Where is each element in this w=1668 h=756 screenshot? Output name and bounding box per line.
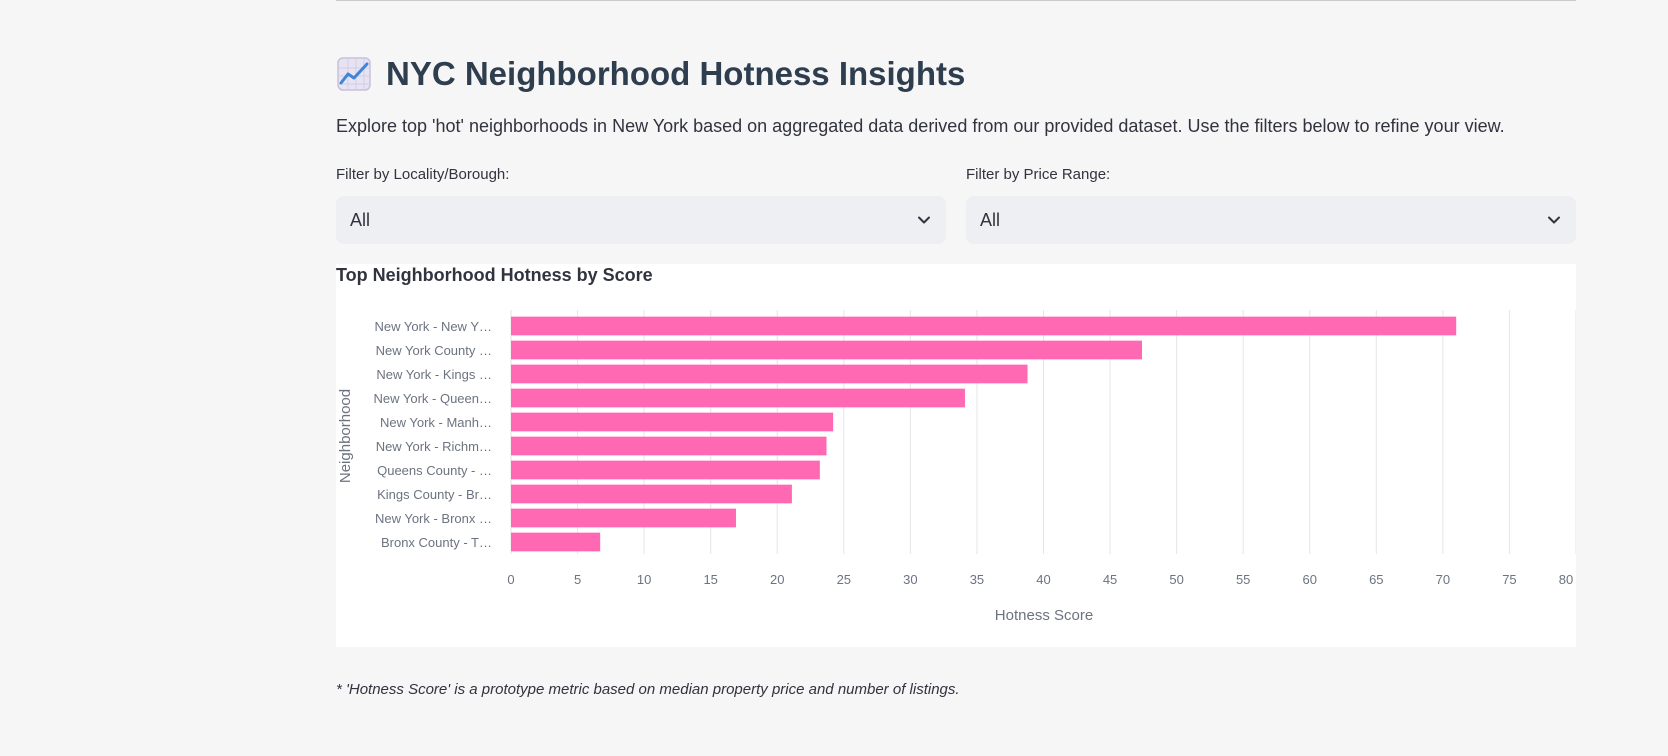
x-tick-label: 50 bbox=[1169, 572, 1183, 587]
y-tick-label: New York - Queen… bbox=[373, 391, 492, 406]
chart-increasing-icon bbox=[336, 56, 372, 92]
top-divider bbox=[336, 0, 1576, 1]
y-axis-label: Neighborhood bbox=[337, 389, 354, 483]
locality-select[interactable]: All bbox=[336, 196, 946, 244]
x-tick-label: 30 bbox=[903, 572, 917, 587]
chart-title: Top Neighborhood Hotness by Score bbox=[336, 265, 653, 285]
x-tick-label: 25 bbox=[837, 572, 851, 587]
hotness-chart: New York - New Y… New York County … New Yo… bbox=[336, 264, 1576, 647]
page-title-text: NYC Neighborhood Hotness Insights bbox=[386, 55, 966, 92]
locality-filter-label: Filter by Locality/Borough: bbox=[336, 166, 510, 183]
page-title: NYC Neighborhood Hotness Insights bbox=[336, 50, 965, 98]
bar[interactable] bbox=[511, 508, 736, 528]
x-tick-label: 40 bbox=[1036, 572, 1050, 587]
bar[interactable] bbox=[511, 532, 601, 552]
y-tick-label: New York - New Y… bbox=[374, 319, 492, 334]
x-tick-label: 80 bbox=[1559, 572, 1573, 587]
y-tick-label: New York - Kings … bbox=[376, 367, 492, 382]
bar[interactable] bbox=[511, 484, 792, 504]
x-tick-label: 20 bbox=[770, 572, 784, 587]
x-tick-label: 10 bbox=[637, 572, 651, 587]
chevron-down-icon bbox=[916, 212, 932, 228]
bar[interactable] bbox=[511, 388, 965, 408]
x-tick-label: 0 bbox=[507, 572, 514, 587]
x-axis-label: Hotness Score bbox=[995, 607, 1093, 624]
hotness-bar-chart: New York - New Y… New York County … New Yo… bbox=[336, 265, 1576, 624]
y-tick-label: New York - Manh… bbox=[380, 415, 492, 430]
x-tick-label: 60 bbox=[1303, 572, 1317, 587]
bar[interactable] bbox=[511, 412, 834, 432]
chart-x-tick-labels: 0 5 10 15 20 25 30 35 40 45 50 55 60 65 70 75 80 bbox=[507, 572, 1573, 587]
locality-select-value: All bbox=[350, 209, 371, 230]
y-tick-label: Kings County - Br… bbox=[377, 487, 492, 502]
page-description: Explore top 'hot' neighborhoods in New Y… bbox=[336, 116, 1505, 136]
x-tick-label: 45 bbox=[1103, 572, 1117, 587]
x-tick-label: 55 bbox=[1236, 572, 1250, 587]
bar[interactable] bbox=[511, 316, 1457, 336]
bar[interactable] bbox=[511, 340, 1143, 360]
x-tick-label: 75 bbox=[1502, 572, 1516, 587]
x-tick-label: 35 bbox=[970, 572, 984, 587]
y-tick-label: Queens County - … bbox=[377, 463, 492, 478]
x-tick-label: 65 bbox=[1369, 572, 1383, 587]
y-tick-label: Bronx County - T… bbox=[381, 535, 492, 550]
y-tick-label: New York - Bronx … bbox=[375, 511, 492, 526]
bar[interactable] bbox=[511, 364, 1028, 384]
price-filter-label: Filter by Price Range: bbox=[966, 166, 1111, 183]
price-select[interactable]: All bbox=[966, 196, 1576, 244]
chart-bars bbox=[511, 316, 1457, 552]
chart-y-tick-labels: New York - New Y… New York County … New Yo… bbox=[373, 319, 492, 550]
locality-filter: Filter by Locality/Borough: All bbox=[336, 166, 946, 244]
price-select-value: All bbox=[980, 209, 1001, 230]
x-tick-label: 15 bbox=[703, 572, 717, 587]
y-tick-label: New York County … bbox=[376, 343, 492, 358]
chevron-down-icon bbox=[1546, 212, 1562, 228]
x-tick-label: 70 bbox=[1436, 572, 1450, 587]
price-filter: Filter by Price Range: All bbox=[966, 166, 1576, 244]
y-tick-label: New York - Richm… bbox=[376, 439, 492, 454]
x-tick-label: 5 bbox=[574, 572, 581, 587]
bar[interactable] bbox=[511, 436, 827, 456]
footnote: * 'Hotness Score' is a prototype metric … bbox=[336, 681, 960, 698]
bar[interactable] bbox=[511, 460, 820, 480]
